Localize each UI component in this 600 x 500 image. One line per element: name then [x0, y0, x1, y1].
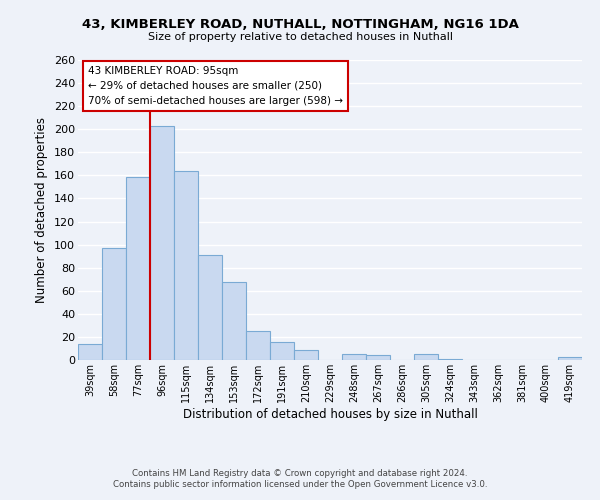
Bar	[78, 344, 102, 360]
Bar	[126, 176, 150, 360]
Bar	[102, 248, 126, 360]
Bar	[366, 356, 390, 360]
Bar	[342, 354, 366, 360]
Bar	[222, 282, 246, 360]
Text: Contains public sector information licensed under the Open Government Licence v3: Contains public sector information licen…	[113, 480, 487, 489]
Y-axis label: Number of detached properties: Number of detached properties	[35, 117, 49, 303]
Bar	[414, 354, 438, 360]
Text: Size of property relative to detached houses in Nuthall: Size of property relative to detached ho…	[148, 32, 452, 42]
Text: 43 KIMBERLEY ROAD: 95sqm
← 29% of detached houses are smaller (250)
70% of semi-: 43 KIMBERLEY ROAD: 95sqm ← 29% of detach…	[88, 66, 343, 106]
Bar	[294, 350, 318, 360]
Bar	[150, 126, 174, 360]
Bar	[270, 342, 294, 360]
Text: Contains HM Land Registry data © Crown copyright and database right 2024.: Contains HM Land Registry data © Crown c…	[132, 468, 468, 477]
Bar	[174, 171, 198, 360]
Bar	[246, 331, 270, 360]
Bar	[198, 255, 222, 360]
Text: 43, KIMBERLEY ROAD, NUTHALL, NOTTINGHAM, NG16 1DA: 43, KIMBERLEY ROAD, NUTHALL, NOTTINGHAM,…	[82, 18, 518, 30]
Bar	[558, 356, 582, 360]
X-axis label: Distribution of detached houses by size in Nuthall: Distribution of detached houses by size …	[182, 408, 478, 420]
Bar	[438, 359, 462, 360]
